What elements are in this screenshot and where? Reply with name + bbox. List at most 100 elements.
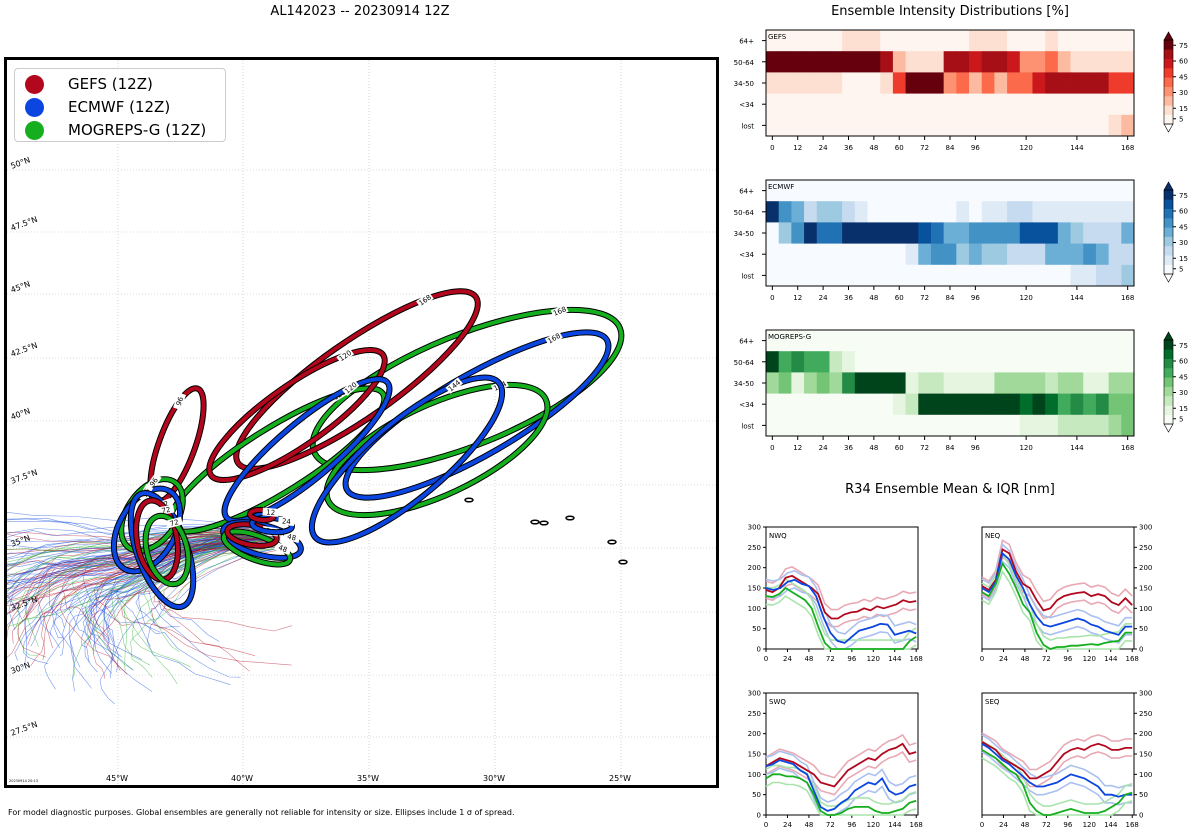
row-label: 64+	[739, 38, 754, 46]
colorbar-frame	[1163, 339, 1174, 425]
heatmap-cell	[766, 72, 780, 94]
heatmap-cell	[829, 414, 843, 437]
heatmap-cell	[829, 351, 843, 373]
ensemble-track	[130, 547, 277, 678]
heatmap-cell	[867, 222, 881, 244]
heatmap-cell	[905, 114, 919, 137]
heatmap-cell	[791, 393, 805, 416]
heatmap-cell	[981, 201, 995, 223]
heatmap-cell	[1032, 222, 1046, 244]
heatmap-cell	[994, 51, 1008, 73]
heatmap-cell	[1045, 243, 1059, 266]
uncertainty-ellipse: 120	[206, 346, 388, 484]
heatmap-cell	[956, 93, 970, 116]
heatmap-cell	[1045, 372, 1059, 394]
heatmap-cell	[842, 30, 856, 52]
heatmap-cell	[778, 372, 792, 394]
heatmap-cell	[1108, 201, 1122, 223]
heatmap-cell	[766, 393, 780, 416]
gefs-iqr-upper	[765, 733, 917, 779]
longitude-label: 40°W	[231, 774, 254, 783]
heatmap-cell	[791, 330, 805, 352]
heatmap-cell	[1121, 93, 1135, 116]
colorbar-tick-label: 30	[1179, 89, 1188, 97]
heatmap-cell	[1007, 30, 1021, 52]
heatmap-cell	[1095, 414, 1110, 437]
panel-label: ECMWF	[768, 183, 794, 191]
heatmap-cell	[930, 201, 945, 223]
heatmap-cell	[918, 351, 932, 373]
ensemble-track	[7, 523, 256, 559]
heatmap-cell	[930, 93, 945, 116]
mogreps-iqr-lower	[981, 569, 1133, 650]
r34-quadrant-chart: NEQ 300 250 200 150 100 50 0 0 24 48 72 96 120 144 168	[980, 524, 1153, 664]
map-timestamp: 20230914 20:13	[9, 779, 39, 783]
heatmap-cell	[1121, 72, 1135, 94]
row-label: <34	[739, 401, 754, 409]
island-outline	[618, 559, 628, 565]
heatmap-cell	[1032, 393, 1046, 416]
x-tick-label: 24	[999, 821, 1008, 829]
r34-quadrant-chart: SEQ 300 250 200 150 100 50 0 0 24 48 72 96 120 144 168	[980, 690, 1153, 830]
heatmap-cell	[1108, 393, 1122, 416]
x-tick-label: 144	[888, 655, 902, 663]
heatmap-cell	[1032, 72, 1046, 94]
heatmap-cell	[930, 414, 945, 437]
heatmap-cell	[1070, 93, 1084, 116]
legend-item: ECMWF (12Z)	[25, 96, 170, 118]
heatmap-cell	[1108, 51, 1122, 73]
ellipse-stroke	[207, 347, 387, 483]
x-tick-label: 168	[1126, 821, 1139, 829]
ensemble-track	[7, 544, 257, 628]
gefs-iqr-upper	[765, 566, 917, 611]
heatmap-cell	[1121, 372, 1135, 394]
heatmap-cell	[956, 30, 970, 52]
heatmap-cell	[930, 72, 945, 94]
legend: GEFS (12Z) ECMWF (12Z) MOGREPS-G (12Z)	[14, 68, 226, 142]
heatmap-cell	[880, 330, 894, 352]
colorbar-segment	[1164, 340, 1173, 350]
heatmap-cell	[766, 330, 780, 352]
ellipse-label-bg	[445, 377, 463, 394]
colorbar-segment	[1164, 414, 1173, 425]
heatmap-cell	[892, 372, 906, 394]
heatmap-cell	[791, 201, 805, 223]
heatmap-cell	[880, 30, 894, 52]
heatmap-cell	[1007, 93, 1021, 116]
y-tick-label: 200	[1139, 730, 1152, 738]
heatmap-cell	[778, 72, 792, 94]
longitude-label: 45°W	[106, 774, 129, 783]
ellipse-stroke	[309, 375, 505, 545]
ellipse-label: 72	[169, 518, 180, 528]
row-label: lost	[741, 422, 754, 430]
x-tick-label: 144	[1070, 144, 1084, 152]
heatmap-cell	[930, 222, 945, 244]
colorbar-tick-label: 5	[1179, 265, 1183, 273]
heatmap-cell	[1057, 51, 1071, 73]
heatmap-cell	[943, 114, 957, 137]
heatmap-cell	[930, 51, 945, 73]
longitude-label: 35°W	[357, 774, 380, 783]
heatmap-cell	[930, 243, 945, 266]
chart-frame	[765, 526, 919, 650]
heatmap-cell	[1057, 114, 1071, 137]
heatmap-cell	[1045, 114, 1059, 137]
heatmap-cell	[1019, 243, 1033, 266]
heatmap-cell	[969, 351, 983, 373]
heatmap-cell	[1108, 30, 1122, 52]
x-tick-label: 12	[793, 144, 802, 152]
heatmap-cell	[905, 51, 919, 73]
mogreps-mean-line	[765, 586, 917, 650]
x-tick-label: 96	[971, 144, 980, 152]
x-tick-label: 72	[1042, 821, 1051, 829]
heatmap-cell	[1057, 222, 1071, 244]
y-tick-label: 100	[1139, 605, 1152, 613]
heatmap-cell	[1083, 30, 1097, 52]
x-tick-label: 0	[764, 655, 768, 663]
heatmap-cell	[1108, 93, 1122, 116]
y-tick-label: 300	[748, 524, 761, 532]
row-label: 34-50	[734, 380, 754, 388]
x-tick-label: 120	[1019, 294, 1032, 302]
heatmap-cell	[766, 114, 780, 137]
ensemble-track	[7, 527, 279, 605]
